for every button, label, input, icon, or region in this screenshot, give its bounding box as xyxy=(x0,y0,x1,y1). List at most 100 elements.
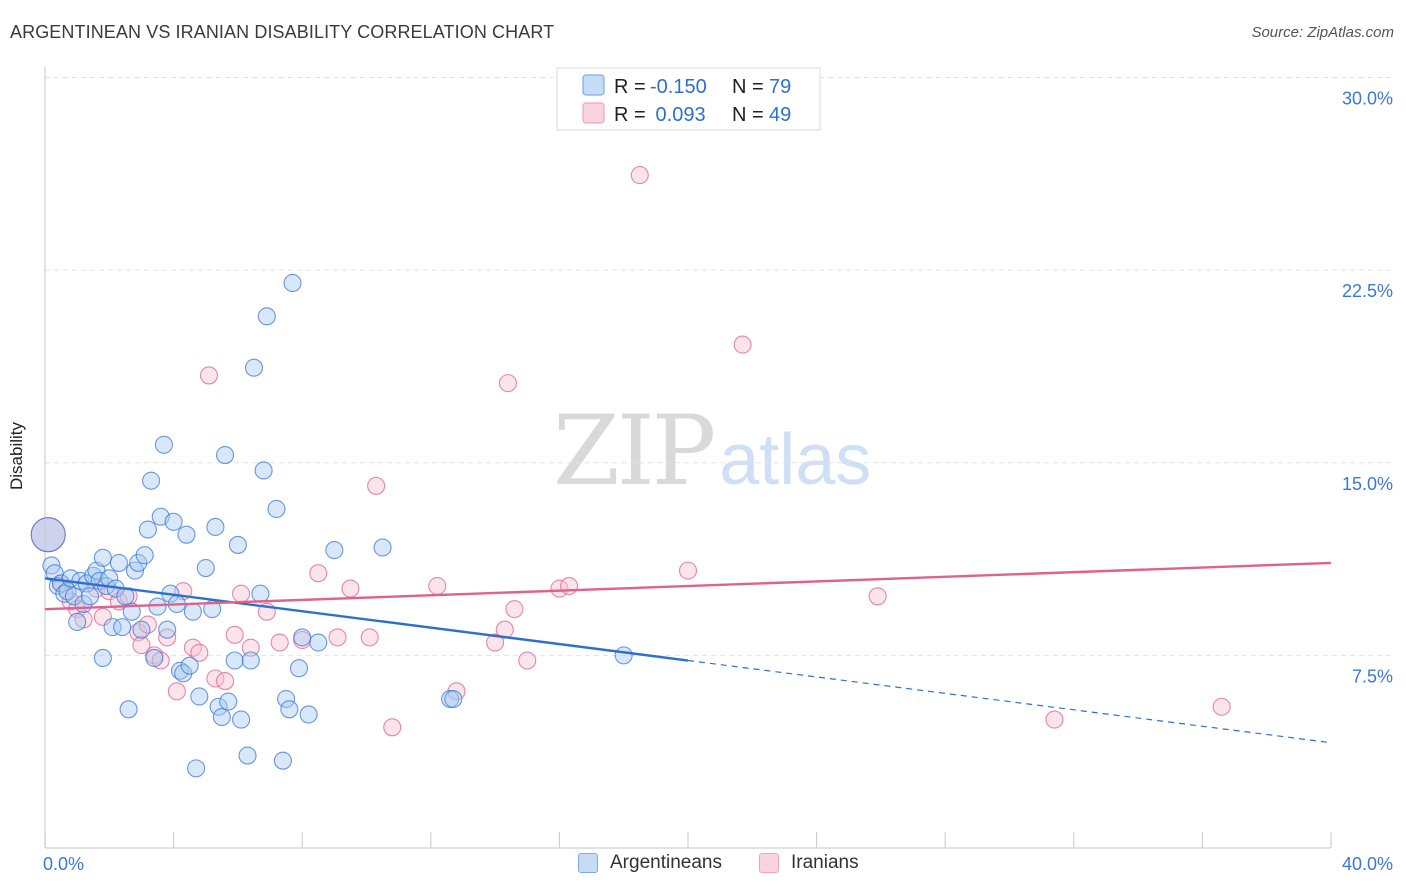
argentinean-point xyxy=(254,461,273,480)
legend-swatch xyxy=(759,853,779,873)
legend-n-label-1: N = xyxy=(732,76,764,98)
legend-r-label-2: R = xyxy=(614,104,646,126)
argentinean-point xyxy=(190,687,209,706)
argentinean-point xyxy=(103,618,122,637)
y-tick-label: 22.5% xyxy=(1342,281,1393,301)
argentinean-point xyxy=(183,602,202,621)
iranian-point xyxy=(367,476,386,495)
argentinean-point xyxy=(68,612,87,632)
legend-swatch xyxy=(578,853,598,873)
trend-lines xyxy=(44,561,1332,744)
iranian-point xyxy=(1212,697,1231,716)
iranian-point xyxy=(328,628,347,647)
iranian-point xyxy=(341,579,360,598)
data-points xyxy=(30,166,1231,778)
chart-title: ARGENTINEAN VS IRANIAN DISABILITY CORREL… xyxy=(10,22,555,42)
axes xyxy=(44,67,1332,849)
argentinean-point xyxy=(119,700,138,719)
argentinean-point xyxy=(206,517,225,537)
watermark-zip: ZIP xyxy=(553,395,716,507)
argentinean-point xyxy=(444,689,463,709)
argentinean-point xyxy=(241,651,260,670)
iranian-point xyxy=(868,587,887,606)
argentinean-point xyxy=(325,541,344,560)
iranian-point xyxy=(518,651,537,670)
iranian-point xyxy=(132,636,151,655)
argentinean-point xyxy=(135,546,154,565)
argentinean-point xyxy=(225,651,244,670)
legend-label: Iranians xyxy=(791,852,859,873)
argentinean-point xyxy=(212,707,231,727)
legend-r-value-2: 0.093 xyxy=(650,104,706,126)
x-tick-label: 40.0% xyxy=(1342,854,1393,874)
iranian-point xyxy=(498,374,518,393)
iranian-point xyxy=(383,718,402,737)
y-tick-label: 7.5% xyxy=(1352,666,1393,686)
iranian-point xyxy=(733,335,752,354)
iranian-point xyxy=(190,643,209,662)
iranian-point xyxy=(309,564,328,583)
argentinean-point xyxy=(138,520,157,539)
argentinean-point xyxy=(273,751,292,770)
iranian-point xyxy=(678,561,698,580)
argentinean-point xyxy=(80,587,100,606)
argentinean-point xyxy=(187,759,206,778)
legend-n-value-2: 49 xyxy=(769,104,791,126)
argentinean-point xyxy=(299,705,318,724)
argentinean-point xyxy=(244,358,264,377)
argentinean-point xyxy=(164,512,183,531)
iranian-point xyxy=(1045,710,1064,729)
iranian-point xyxy=(241,638,260,657)
iranian-point xyxy=(232,584,251,603)
argentinean-point xyxy=(289,659,309,678)
argentinean-point xyxy=(257,307,276,326)
iranian-point xyxy=(486,633,505,652)
argentinean-point xyxy=(614,646,633,665)
y-tick-label: 30.0% xyxy=(1342,89,1393,109)
argentinean-trendline xyxy=(44,577,689,662)
argentinean-point xyxy=(122,602,141,621)
argentinean-point xyxy=(145,648,164,667)
iranian-trendline xyxy=(44,561,1332,611)
argentinean-point xyxy=(30,517,66,553)
legend-r-label-1: R = xyxy=(614,76,646,98)
argentinean-point xyxy=(177,525,196,544)
argentinean-point xyxy=(142,471,161,490)
argentinean-point xyxy=(93,648,112,667)
iranian-point xyxy=(505,600,524,619)
argentinean-point xyxy=(148,597,167,616)
legend-r-value-1: -0.150 xyxy=(650,76,707,98)
argentinean-point xyxy=(293,628,312,647)
argentinean-point xyxy=(228,535,247,554)
argentinean-point xyxy=(113,618,132,637)
argentinean-trendline-extension xyxy=(687,659,1332,744)
argentinean-point xyxy=(132,620,151,639)
iranian-point xyxy=(270,633,289,652)
argentinean-point xyxy=(373,538,392,557)
iranian-point xyxy=(360,628,379,647)
argentinean-point xyxy=(277,689,296,709)
argentinean-point xyxy=(180,656,199,675)
iranian-point xyxy=(215,672,235,691)
iranian-point xyxy=(559,576,579,596)
argentinean-point xyxy=(267,499,286,519)
legend-n-label-2: N = xyxy=(732,104,764,126)
argentinean-point xyxy=(238,746,257,765)
legend-swatch-argentineans xyxy=(582,74,605,96)
watermark-atlas: atlas xyxy=(719,420,872,500)
argentinean-point xyxy=(232,710,251,729)
x-tick-label: 0.0% xyxy=(43,854,84,874)
argentinean-point xyxy=(215,445,235,465)
argentinean-point xyxy=(219,692,238,711)
argentinean-point xyxy=(109,553,128,572)
argentinean-point xyxy=(64,587,83,606)
source-label: Source: ZipAtlas.com xyxy=(1251,24,1394,41)
iranian-point xyxy=(630,166,649,185)
iranian-point xyxy=(199,366,219,385)
y-tick-label: 15.0% xyxy=(1342,474,1393,494)
iranian-point xyxy=(167,682,186,701)
argentinean-point xyxy=(93,548,112,567)
argentinean-point xyxy=(209,697,228,716)
argentinean-point xyxy=(251,584,270,603)
